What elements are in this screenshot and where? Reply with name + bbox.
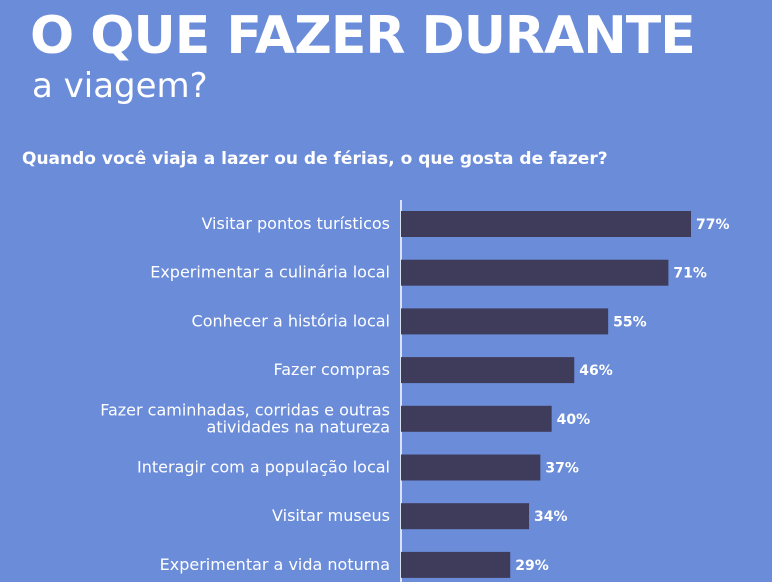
category-label: Experimentar a vida noturna: [160, 555, 390, 574]
data-label: 34%: [534, 509, 568, 525]
bar: [401, 454, 541, 481]
data-label: 77%: [696, 217, 730, 233]
data-label: 46%: [579, 363, 613, 379]
page-title: O QUE FAZER DURANTE: [30, 6, 696, 66]
chart-question: Quando você viaja a lazer ou de férias, …: [22, 149, 608, 169]
category-label: Fazer compras: [274, 360, 391, 379]
page-subtitle: a viagem?: [32, 66, 208, 106]
bar: [401, 211, 691, 237]
bar: [401, 405, 552, 432]
data-label: 71%: [673, 266, 707, 282]
category-label: Interagir com a população local: [137, 458, 390, 477]
data-label: 29%: [515, 558, 549, 574]
data-label: 37%: [545, 461, 579, 477]
category-label: Visitar museus: [272, 506, 390, 525]
bar: [401, 503, 530, 530]
bar: [401, 308, 609, 335]
bar: [401, 357, 575, 384]
data-label: 55%: [613, 314, 647, 330]
data-label: 40%: [557, 412, 591, 428]
category-label: Conhecer a história local: [192, 311, 390, 330]
category-label: Visitar pontos turísticos: [201, 214, 390, 233]
bar: [401, 551, 511, 578]
category-label: Fazer caminhadas, corridas e outras ativi…: [100, 400, 390, 436]
bar: [401, 259, 669, 286]
category-label: Experimentar a culinária local: [150, 263, 390, 282]
